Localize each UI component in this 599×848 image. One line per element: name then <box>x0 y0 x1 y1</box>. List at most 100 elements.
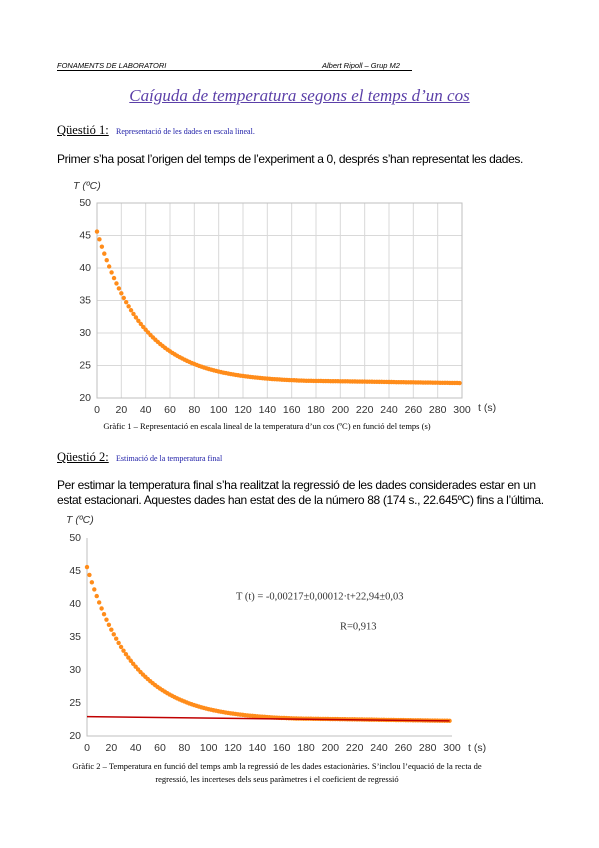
point <box>131 311 136 317</box>
y-tick-label: 25 <box>79 359 91 371</box>
x-axis-label: t (s) <box>468 742 486 754</box>
x-tick-label: 60 <box>154 742 166 754</box>
point <box>126 655 131 660</box>
y-tick-label: 50 <box>79 197 91 209</box>
paragraph: Primer s’ha posat l’origen del temps de … <box>57 152 524 166</box>
header-left: FONAMENTS DE LABORATORI <box>57 61 412 71</box>
x-tick-label: 300 <box>443 742 461 754</box>
x-tick-label: 80 <box>178 742 190 754</box>
point <box>136 318 141 323</box>
y-tick-label: 30 <box>79 327 91 339</box>
point <box>87 572 92 578</box>
x-tick-label: 180 <box>297 742 315 754</box>
point <box>104 617 109 622</box>
y-tick-label: 30 <box>69 664 81 676</box>
point <box>116 640 121 646</box>
point <box>104 258 109 263</box>
point <box>126 304 131 309</box>
point <box>111 632 116 637</box>
annotation: T (t) = -0,00217±0,00012·t+22,94±0,03 <box>236 591 404 602</box>
point <box>102 251 107 256</box>
x-tick-label: 240 <box>370 742 388 754</box>
x-tick-label: 80 <box>188 404 200 416</box>
x-tick-label: 140 <box>249 742 267 754</box>
x-tick-label: 20 <box>105 742 117 754</box>
y-tick-label: 35 <box>69 631 81 643</box>
x-tick-label: 0 <box>94 404 100 416</box>
point <box>133 315 139 320</box>
point <box>99 606 104 611</box>
x-tick-label: 100 <box>200 742 218 754</box>
x-tick-label: 120 <box>234 404 252 416</box>
x-tick-label: 300 <box>453 404 471 416</box>
annotation: R=0,913 <box>340 621 377 632</box>
x-tick-label: 160 <box>283 404 301 416</box>
x-axis-label: t (s) <box>478 402 496 414</box>
doc-title: Caíguda de temperatura segons el temps d… <box>129 86 470 105</box>
point <box>118 644 124 650</box>
point <box>99 244 105 249</box>
y-tick-label: 20 <box>69 730 81 742</box>
section-subheading: Estimació de la temperatura final <box>116 454 223 463</box>
y-tick-label: 45 <box>69 565 81 577</box>
y-axis-label: T (ºC) <box>66 514 94 526</box>
axis-line <box>86 538 452 737</box>
point <box>123 652 129 657</box>
point <box>101 612 107 617</box>
x-tick-label: 200 <box>332 404 350 416</box>
point <box>128 308 134 313</box>
point <box>111 275 117 281</box>
x-tick-label: 260 <box>405 404 423 416</box>
x-tick-label: 20 <box>115 404 127 416</box>
x-tick-label: 260 <box>395 742 413 754</box>
x-tick-label: 120 <box>224 742 242 754</box>
point <box>92 587 97 592</box>
point <box>121 648 126 653</box>
caption: Gràfic 1 – Representació en escala linea… <box>103 421 431 431</box>
x-tick-label: 60 <box>164 404 176 416</box>
point <box>94 593 99 599</box>
x-tick-label: 40 <box>140 404 152 416</box>
x-tick-label: 220 <box>356 404 374 416</box>
y-tick-label: 40 <box>79 262 91 274</box>
y-tick-label: 50 <box>69 532 81 544</box>
x-tick-label: 220 <box>346 742 364 754</box>
x-tick-label: 240 <box>380 404 398 416</box>
caption: Gràfic 2 – Temperatura en funció del tem… <box>72 761 482 784</box>
y-tick-label: 25 <box>69 697 81 709</box>
point <box>119 291 124 296</box>
point <box>94 229 100 234</box>
point <box>106 264 112 269</box>
plot-border <box>96 202 463 399</box>
x-tick-label: 160 <box>273 742 291 754</box>
section-heading: Qüestió 1: <box>57 123 109 137</box>
point <box>97 237 102 242</box>
regression-line <box>86 715 450 722</box>
point <box>114 281 119 286</box>
x-tick-label: 180 <box>307 404 325 416</box>
point <box>138 321 143 327</box>
point <box>457 380 462 386</box>
point <box>109 627 114 632</box>
section-subheading: Representació de les dades en escala lin… <box>116 127 255 136</box>
point <box>96 600 102 605</box>
point <box>89 580 95 585</box>
point <box>106 622 112 627</box>
y-tick-label: 40 <box>69 598 81 610</box>
header-right: Albert Ripoll – Grup M2 <box>322 61 400 70</box>
paragraph: Per estimar la temperatura final s’ha re… <box>57 478 544 507</box>
point <box>128 658 133 663</box>
y-tick-label: 45 <box>79 229 91 241</box>
point <box>109 270 114 275</box>
y-axis-label: T (ºC) <box>73 180 101 192</box>
x-tick-label: 280 <box>419 742 437 754</box>
x-tick-label: 280 <box>429 404 447 416</box>
point <box>116 286 122 291</box>
point <box>121 295 126 301</box>
x-tick-label: 140 <box>259 404 277 416</box>
point <box>124 299 129 305</box>
point <box>114 636 119 641</box>
x-tick-label: 100 <box>210 404 228 416</box>
